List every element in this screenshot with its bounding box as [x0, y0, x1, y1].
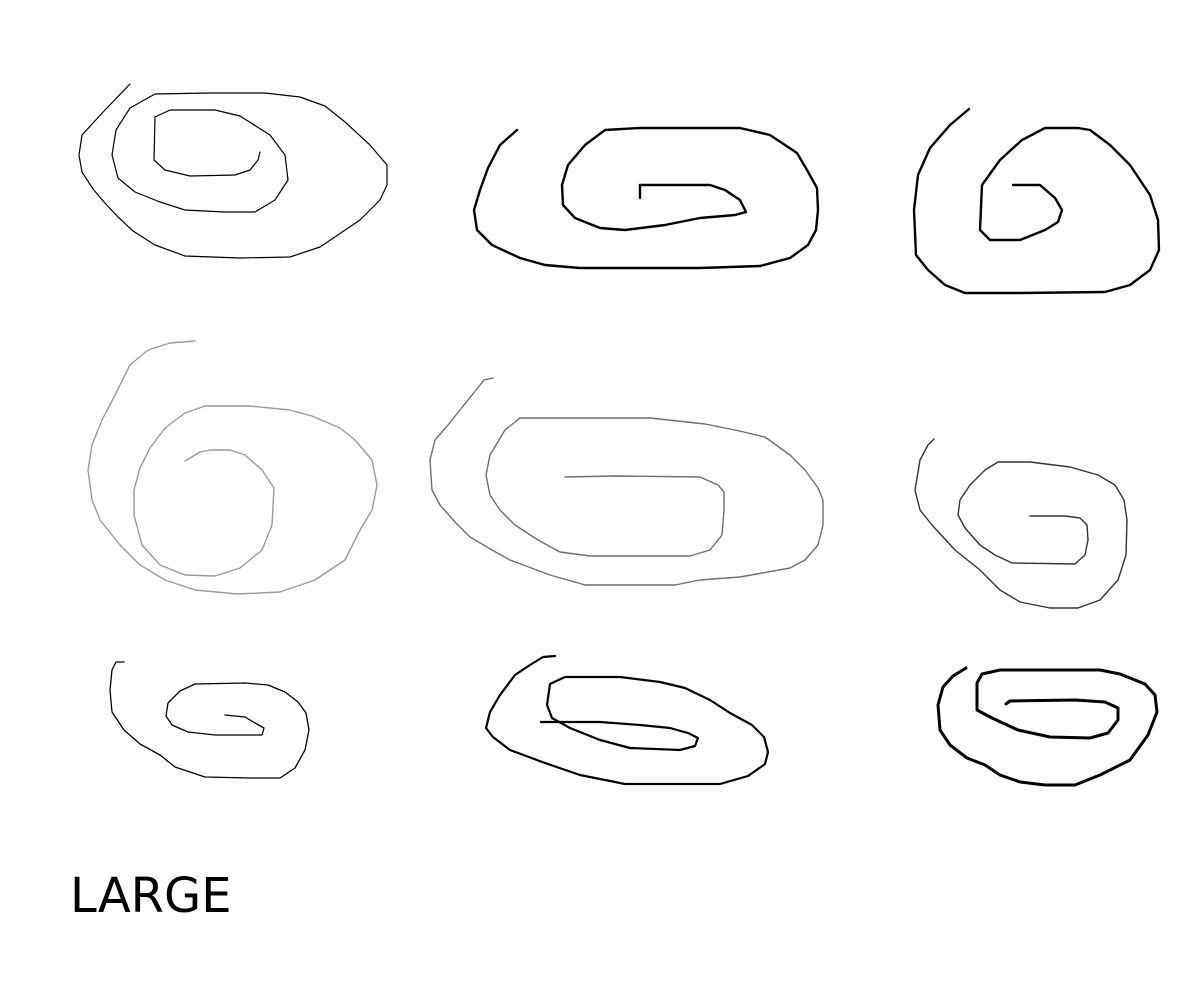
size-label: LARGE [70, 868, 232, 924]
spiral-drawing-5 [429, 377, 824, 586]
spiral-drawing-3 [912, 107, 1161, 295]
spiral-drawing-6 [914, 438, 1128, 609]
spiral-drawing-4 [87, 340, 378, 595]
spiral-drawing-7 [109, 661, 310, 779]
spiral-drawing-9 [936, 666, 1159, 787]
spiral-drawing-8 [484, 654, 770, 786]
spiral-drawing-1 [78, 83, 388, 259]
spiral-drawing-2 [472, 126, 820, 270]
